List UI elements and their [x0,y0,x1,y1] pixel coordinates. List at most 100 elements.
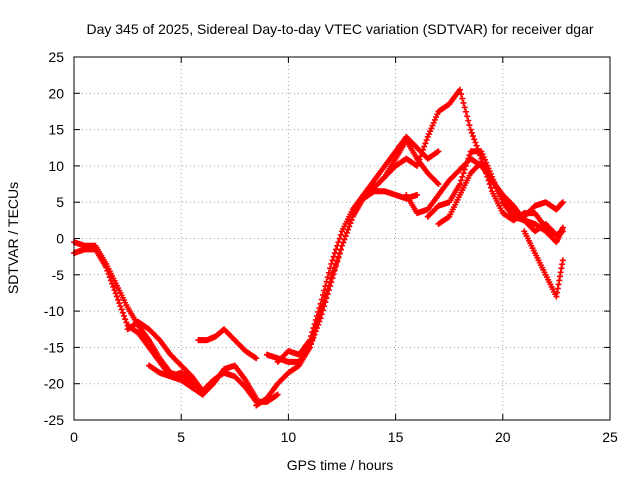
data-point [435,148,442,155]
data-point [274,391,281,398]
data-point [472,139,479,146]
data-point [435,181,442,188]
y-tick-label: 5 [56,194,64,210]
data-point [466,152,473,159]
data-point [311,321,318,328]
data-point [319,291,326,298]
data-point [466,122,473,129]
data-point [330,253,337,260]
series-track-4 [146,362,281,405]
data-point [331,264,338,271]
data-point [336,235,343,242]
data-point [308,333,315,340]
data-point [318,296,325,303]
data-point [328,275,335,282]
data-point [434,111,441,118]
data-point [273,392,280,399]
data-point [329,257,336,264]
data-point [123,319,130,326]
x-tick-label: 5 [177,429,185,445]
data-point [418,149,425,156]
data-point [325,269,332,276]
data-point [471,136,478,143]
series-track-8 [274,137,442,365]
data-point [116,300,123,307]
data-point [321,287,328,294]
x-tick-label: 10 [281,429,297,445]
data-point [343,229,350,236]
data-point [417,153,424,160]
series-track-5 [195,326,260,362]
data-point [425,131,432,138]
x-tick-label: 0 [70,429,78,445]
data-point [306,344,313,351]
data-point [115,296,122,303]
data-point [342,233,349,240]
data-point [462,162,469,169]
data-point [416,156,423,163]
data-point [337,231,344,238]
y-tick-label: 25 [48,49,64,65]
data-point [429,122,436,129]
data-point [313,312,320,319]
series-track-12 [435,159,566,227]
data-point [414,162,421,169]
data-point [428,125,435,132]
data-point [110,283,117,290]
data-point [118,306,125,313]
data-point [465,155,472,162]
data-point [468,129,475,136]
data-point [341,236,348,243]
data-point [461,104,468,111]
data-point [333,246,340,253]
data-point [423,137,430,144]
data-point [459,95,466,102]
data-point [419,146,426,153]
data-point [430,119,437,126]
data-point [330,268,337,275]
data-point [467,126,474,133]
data-point [323,278,330,285]
data-point [431,116,438,123]
y-tick-label: -20 [44,376,64,392]
data-point [464,159,471,166]
grid-lines [74,57,610,420]
x-axis-label: GPS time / hours [287,457,394,473]
data-point [460,170,467,177]
data-point [481,156,488,163]
data-point [310,325,317,332]
x-tick-label: 20 [495,429,511,445]
data-point [473,142,480,149]
data-point [456,86,463,93]
data-point [317,300,324,307]
data-point [480,154,487,161]
data-point [458,177,465,184]
data-point [335,239,342,246]
x-tick-label: 15 [388,429,404,445]
data-point [434,149,441,156]
data-point [253,355,260,362]
data-point [461,166,468,173]
data-point [433,114,440,121]
data-point [464,113,471,120]
data-point [462,108,469,115]
data-point [348,216,355,223]
data-point [316,304,323,311]
data-point [470,133,477,140]
data-point [424,133,431,140]
data-point [322,283,329,290]
data-point [324,274,331,281]
data-point [327,265,334,272]
series-track-13 [521,228,566,300]
y-tick-label: -25 [44,412,64,428]
data-point [445,214,452,221]
data-point [478,148,485,155]
data-point [119,309,126,316]
data-point [121,312,128,319]
x-tick-label: 25 [602,429,618,445]
data-point [559,257,566,264]
data-point [487,184,494,191]
data-point [309,329,316,336]
y-tick-label: 20 [48,85,64,101]
